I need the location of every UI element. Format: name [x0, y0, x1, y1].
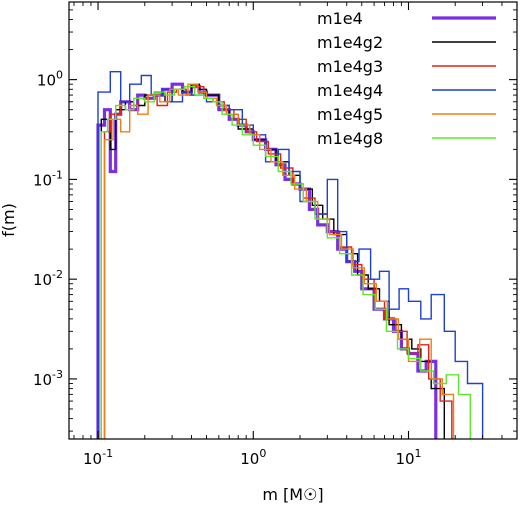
y-tick-label: 10-3: [33, 368, 63, 389]
legend-item-m1e4g5: m1e4g5: [317, 105, 496, 124]
legend-item-m1e4g4: m1e4g4: [317, 81, 496, 100]
series-line-m1e4g2: [100, 83, 445, 439]
series-layer: [96, 71, 484, 439]
legend-item-m1e4g2: m1e4g2: [317, 33, 496, 52]
y-tick-label: 10-1: [33, 168, 63, 189]
x-tick-label: 101: [395, 447, 421, 468]
legend-label: m1e4g8: [317, 129, 383, 148]
legend-label: m1e4: [317, 9, 363, 28]
series-line-m1e4g3: [103, 86, 453, 439]
series-line-m1e4g8: [100, 86, 471, 439]
legend-label: m1e4g4: [317, 81, 383, 100]
legend: m1e4 m1e4g2 m1e4g3 m1e4g4 m1e4g5 m1e4g8: [317, 9, 496, 148]
legend-label: m1e4g2: [317, 33, 383, 52]
series-line-m1e4g4: [97, 71, 484, 439]
x-axis-label: m [M☉]: [262, 485, 323, 504]
plot-frame: [68, 1, 518, 440]
y-tick-label: 100: [37, 69, 63, 90]
legend-item-m1e4g8: m1e4g8: [317, 129, 496, 148]
axis-layer: 10-1 100 101 10-3 10-2 10-1 100: [33, 2, 517, 468]
legend-item-m1e4g3: m1e4g3: [317, 57, 496, 76]
series-line-m1e4: [96, 82, 438, 439]
y-axis-label: f(m): [0, 203, 18, 237]
y-tick-label: 10-2: [33, 268, 63, 289]
legend-item-m1e4: m1e4: [317, 9, 496, 28]
legend-label: m1e4g3: [317, 57, 383, 76]
series-line-m1e4g5: [103, 83, 455, 439]
x-tick-label: 100: [240, 447, 266, 468]
x-tick-label: 10-1: [83, 447, 113, 468]
legend-label: m1e4g5: [317, 105, 383, 124]
